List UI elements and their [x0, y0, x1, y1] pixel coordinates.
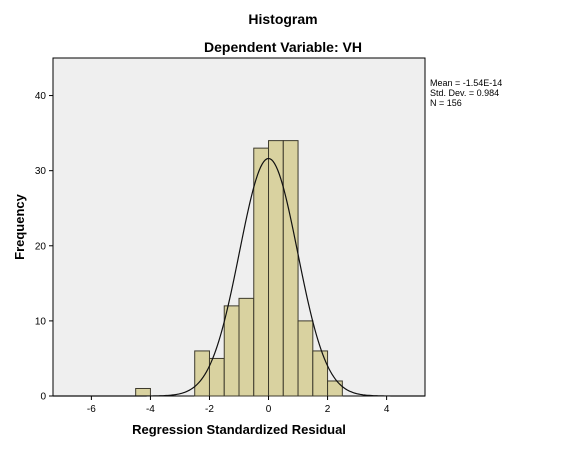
x-axis-label: Regression Standardized Residual: [132, 422, 346, 437]
y-axis: 0 10 20 30 40: [35, 91, 53, 403]
stat-std-dev: Std. Dev. = 0.984: [430, 88, 499, 98]
y-tick-label: 30: [35, 166, 47, 177]
x-tick-label: -6: [87, 404, 96, 415]
histogram-bar: [253, 147, 270, 397]
x-tick-label: 4: [384, 404, 390, 415]
histogram-bar: [194, 350, 210, 397]
normal-curve: [53, 157, 425, 397]
histogram-bar: [282, 140, 299, 397]
chart-title: Histogram: [248, 11, 317, 27]
histogram-bar: [327, 380, 343, 397]
y-tick-label: 20: [35, 241, 47, 252]
x-tick-label: 2: [325, 404, 331, 415]
y-axis-label: Frequency: [12, 193, 27, 260]
y-tick-label: 0: [40, 392, 46, 403]
x-tick-label: -4: [146, 404, 155, 415]
histogram-bar: [208, 357, 225, 397]
x-axis: -6 -4 -2 0 2 4: [87, 396, 390, 415]
x-tick-label: 0: [266, 404, 272, 415]
histogram-bar: [223, 305, 240, 397]
stat-mean: Mean = -1.54E-14: [430, 78, 502, 88]
x-tick-label: -2: [205, 404, 214, 415]
stat-n: N = 156: [430, 98, 462, 108]
y-tick-label: 40: [35, 91, 47, 102]
histogram-bar: [312, 350, 329, 397]
y-tick-label: 10: [35, 316, 47, 327]
histogram-bar: [135, 387, 151, 397]
chart-subtitle: Dependent Variable: VH: [204, 39, 362, 55]
histogram-bar: [297, 320, 314, 397]
histogram-bar: [238, 297, 255, 397]
